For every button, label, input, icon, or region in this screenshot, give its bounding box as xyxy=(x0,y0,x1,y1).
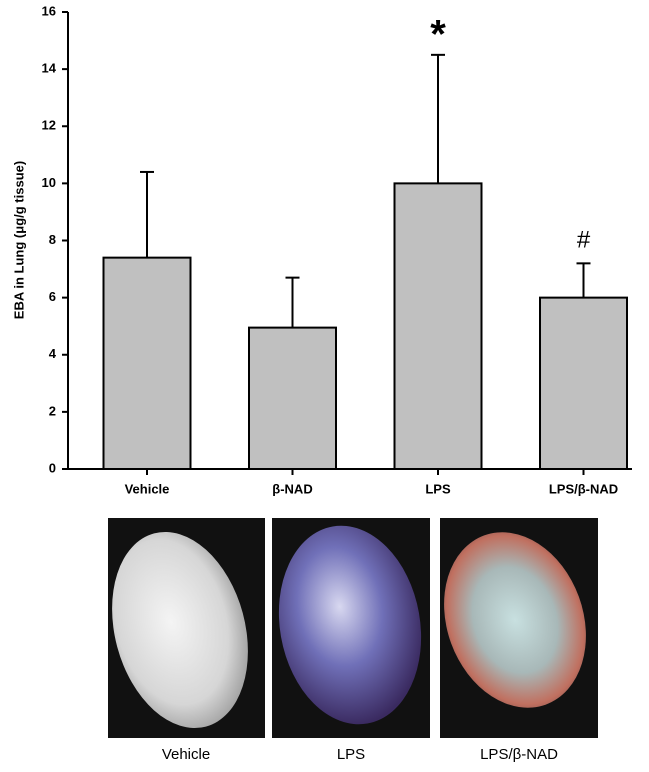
x-tick-label: LPS xyxy=(425,481,451,496)
photo-caption: LPS xyxy=(337,746,365,763)
photo-caption: Vehicle xyxy=(162,746,210,763)
y-axis-label: EBA in Lung (μg/g tissue) xyxy=(11,161,26,319)
y-tick-label: 2 xyxy=(49,403,56,418)
lung-vehicle xyxy=(112,531,248,729)
y-tick-label: 0 xyxy=(49,460,56,475)
annotation: * xyxy=(430,12,446,56)
y-tick-label: 16 xyxy=(42,3,56,18)
bar xyxy=(248,326,337,470)
y-tick-label: 4 xyxy=(49,346,57,361)
y-tick-label: 6 xyxy=(49,289,56,304)
y-tick-label: 8 xyxy=(49,232,56,247)
x-tick-label: Vehicle xyxy=(125,481,170,496)
photo-caption: LPS/β-NAD xyxy=(480,746,558,763)
x-tick-label: LPS/β-NAD xyxy=(549,481,618,496)
lung-lps-nad xyxy=(444,532,586,708)
x-tick-label: β-NAD xyxy=(272,481,312,496)
photos xyxy=(108,518,598,738)
annotation: # xyxy=(577,227,591,254)
y-tick-label: 10 xyxy=(42,175,56,190)
bar xyxy=(102,256,192,471)
y-tick-label: 14 xyxy=(42,61,57,76)
bar xyxy=(393,182,483,470)
y-tick-label: 12 xyxy=(42,118,56,133)
bar xyxy=(539,296,628,470)
lung-lps xyxy=(278,525,422,725)
